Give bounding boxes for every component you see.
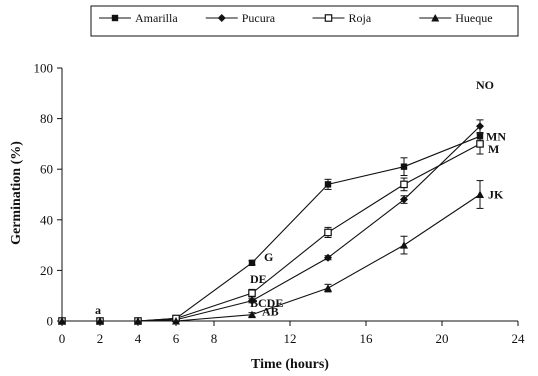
- data-point: [476, 190, 484, 198]
- x-tick-label: 12: [284, 331, 297, 346]
- legend-marker: [217, 14, 226, 22]
- data-point: [400, 195, 408, 204]
- x-tick-label: 16: [360, 331, 374, 346]
- series-line: [62, 143, 481, 322]
- annotation-label: AB: [262, 305, 279, 319]
- annotation-label: NO: [476, 78, 494, 92]
- legend-marker: [111, 14, 119, 22]
- data-point: [248, 259, 256, 267]
- series-amarilla: [58, 125, 484, 325]
- series-line: [62, 135, 481, 322]
- x-axis-label: Time (hours): [251, 357, 329, 372]
- x-tick-label: 2: [97, 331, 104, 346]
- x-tick-label: 0: [59, 331, 66, 346]
- legend-entry-hueque: Hueque: [419, 11, 493, 25]
- data-point: [134, 317, 142, 325]
- data-point: [324, 253, 332, 262]
- legend-label: Amarilla: [135, 11, 178, 25]
- legend-entry-amarilla: Amarilla: [99, 11, 178, 25]
- y-tick-label: 80: [40, 111, 53, 126]
- legend-box: [90, 5, 519, 37]
- series-line: [62, 125, 481, 322]
- data-point: [400, 180, 408, 189]
- data-point: [96, 317, 104, 325]
- x-tick-label: 20: [436, 331, 449, 346]
- y-axis-label: Germination (%): [9, 141, 24, 245]
- y-tick-label: 60: [40, 162, 53, 177]
- data-point: [58, 317, 66, 325]
- legend: Amarilla Pucura Roja Hueque: [90, 5, 519, 37]
- y-tick-label: 0: [47, 314, 54, 329]
- y-tick-label: 40: [40, 212, 53, 227]
- x-tick-label: 4: [135, 331, 142, 346]
- series-hueque: [58, 180, 484, 325]
- x-tick-label: 6: [173, 331, 180, 346]
- legend-marker: [324, 14, 333, 22]
- data-point: [248, 296, 256, 305]
- x-tick-label: 24: [512, 331, 526, 346]
- annotation-label: MN: [486, 129, 506, 143]
- annotation-label: BCDE: [250, 296, 283, 310]
- data-point: [476, 140, 484, 148]
- legend-label: Roja: [349, 11, 372, 25]
- annotation-label: a: [95, 303, 101, 317]
- legend-label: Pucura: [242, 11, 276, 25]
- series-line: [62, 194, 481, 322]
- series-pucura: [58, 119, 484, 325]
- y-tick-label: 100: [34, 61, 54, 76]
- data-point: [248, 310, 256, 319]
- data-point: [400, 163, 408, 170]
- data-point: [324, 181, 332, 188]
- legend-entry-roja: Roja: [312, 11, 372, 25]
- y-tick-label: 20: [40, 263, 53, 278]
- data-point: [324, 228, 332, 237]
- legend-label: Hueque: [455, 11, 492, 25]
- data-point: [400, 241, 408, 249]
- data-point: [324, 284, 332, 292]
- data-point: [476, 122, 484, 131]
- data-point: [172, 317, 180, 325]
- x-tick-label: 8: [211, 331, 218, 346]
- legend-marker: [431, 14, 440, 22]
- annotation-label: JK: [488, 188, 504, 202]
- data-point: [248, 289, 256, 297]
- annotation-label: G: [264, 250, 273, 264]
- annotation-label: DE: [250, 272, 267, 286]
- annotation-label: M: [488, 142, 499, 156]
- legend-entry-pucura: Pucura: [205, 11, 276, 25]
